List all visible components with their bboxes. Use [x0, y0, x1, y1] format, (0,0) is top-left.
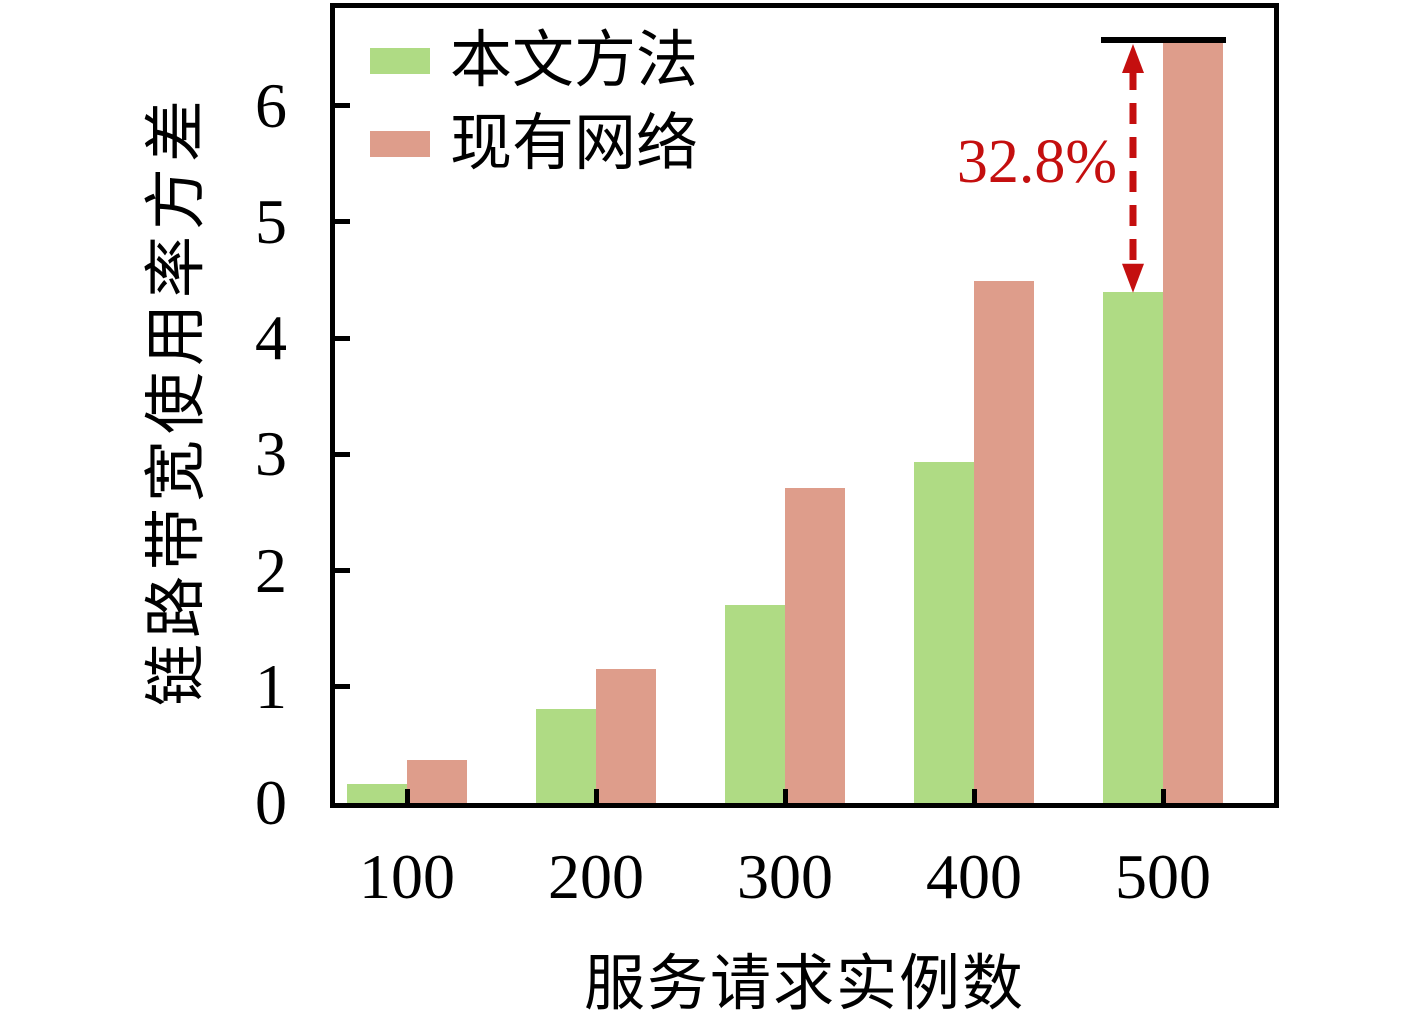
x-tick: [782, 789, 788, 803]
bar-200-existing: [596, 669, 656, 803]
y-tick-label: 2: [255, 534, 287, 606]
plot-area: 本文方法 现有网络 32.8%: [330, 3, 1279, 808]
difference-annotation: 32.8%: [956, 127, 1117, 196]
x-tick-label: 300: [737, 841, 833, 912]
bar-300-existing: [785, 488, 845, 803]
x-tick: [404, 789, 410, 803]
y-tick-label: 4: [255, 302, 287, 374]
y-tick: [335, 335, 350, 341]
y-tick-label: 0: [255, 767, 287, 838]
bar-500-existing: [1163, 42, 1223, 803]
reference-cap-line: [1101, 36, 1226, 43]
y-tick: [335, 103, 350, 109]
difference-arrow-icon: [1122, 43, 1144, 293]
x-axis-title: 服务请求实例数: [583, 951, 1025, 1017]
bar-400-method: [914, 462, 974, 803]
legend-label-method: 本文方法: [450, 27, 699, 95]
y-tick-label: 3: [255, 418, 287, 490]
bar-200-method: [536, 708, 596, 803]
y-tick-label: 5: [255, 185, 287, 257]
y-tick-label: 1: [255, 650, 287, 722]
bar-500-method: [1103, 291, 1163, 803]
x-tick-label: 500: [1115, 841, 1211, 912]
bar-100-method: [347, 784, 407, 803]
legend-item-method: 本文方法: [370, 27, 699, 95]
x-tick: [593, 789, 599, 803]
legend-item-existing: 现有网络: [370, 110, 699, 178]
x-tick-label: 200: [548, 841, 644, 912]
x-tick-label: 100: [359, 841, 455, 912]
y-tick-label: 6: [255, 69, 287, 141]
legend-label-existing: 现有网络: [450, 110, 699, 178]
bar-100-existing: [407, 760, 467, 803]
x-tick: [1160, 789, 1166, 803]
y-tick: [335, 219, 350, 225]
bar-300-method: [725, 605, 785, 803]
y-tick: [335, 451, 350, 457]
x-tick-label: 400: [926, 841, 1022, 912]
x-tick: [971, 789, 977, 803]
y-axis-title: 链路带宽使用率方差: [143, 93, 211, 707]
y-tick: [335, 568, 350, 574]
legend-swatch-green: [370, 48, 430, 74]
bar-400-existing: [974, 281, 1034, 803]
y-tick: [335, 684, 350, 690]
legend: 本文方法 现有网络: [370, 27, 699, 197]
legend-swatch-salmon: [370, 131, 430, 157]
